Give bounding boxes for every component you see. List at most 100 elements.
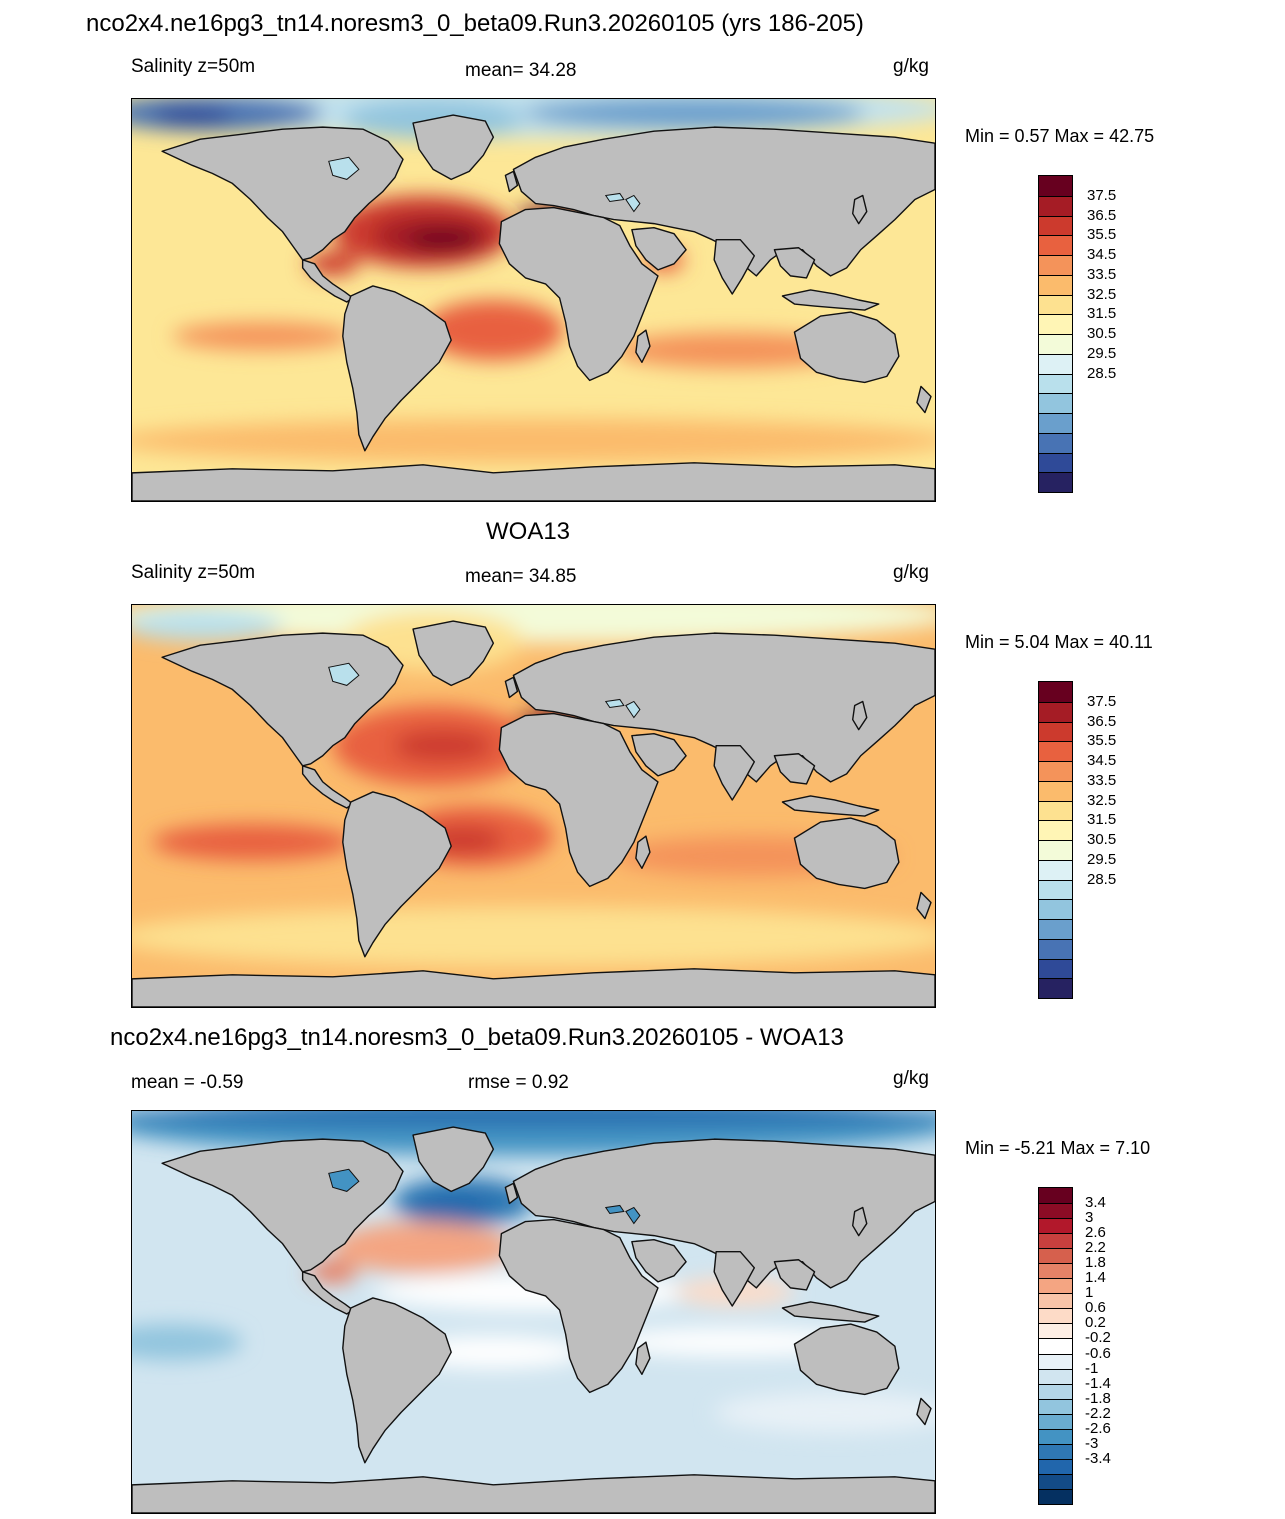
colorbar-swatch — [1039, 701, 1072, 722]
colorbar-swatch — [1039, 1473, 1072, 1489]
land-indonesia — [781, 289, 880, 311]
colorbar-tick-label: -1.4 — [1085, 1374, 1111, 1392]
land-southeast-asia — [773, 247, 816, 279]
colorbar-swatch — [1039, 899, 1072, 919]
colorbar-tick-label: 3 — [1085, 1209, 1094, 1227]
colorbar-swatch — [1039, 413, 1072, 433]
colorbar-tick-label: 1.8 — [1085, 1254, 1106, 1272]
panel1-map — [131, 98, 936, 502]
salinity-anomaly-region — [152, 824, 353, 861]
colorbar-swatch — [1039, 255, 1072, 275]
panel3-rmse-label: rmse = 0.92 — [468, 1072, 569, 1093]
land-madagascar — [635, 835, 651, 870]
salinity-anomaly-region — [132, 609, 283, 642]
inland-black-sea — [604, 698, 625, 709]
land-arabia — [631, 732, 687, 777]
salinity-anomaly-region — [523, 99, 865, 130]
colorbar-swatch — [1039, 958, 1072, 979]
colorbar-tick-label: 3.4 — [1085, 1194, 1106, 1212]
land-southeast-asia — [773, 753, 816, 785]
land-australia — [793, 817, 900, 890]
panel3-title: nco2x4.ne16pg3_tn14.noresm3_0_beta09.Run… — [110, 1024, 844, 1051]
colorbar-tick-label: 37.5 — [1087, 186, 1117, 204]
colorbar-tick-label: 32.5 — [1087, 791, 1117, 809]
colorbar-tick-label: 33.5 — [1087, 771, 1117, 789]
colorbar-swatch — [1039, 859, 1072, 880]
colorbar-tick-label: -2.2 — [1085, 1404, 1111, 1422]
land-new-zealand — [916, 385, 932, 414]
colorbar-swatch — [1039, 780, 1072, 801]
colorbar-swatch — [1039, 472, 1072, 492]
colorbar-tick-label: 1.4 — [1085, 1269, 1106, 1287]
salinity-anomaly-region — [132, 906, 935, 967]
colorbar-swatch — [1039, 334, 1072, 354]
land-indonesia — [781, 1301, 880, 1323]
land-india — [713, 238, 756, 295]
colorbar-tick-label: 2.6 — [1085, 1224, 1106, 1242]
colorbar-swatch — [1039, 682, 1072, 702]
inland-hudson-bay — [328, 1168, 360, 1192]
land-arabia — [631, 226, 687, 271]
colorbar-swatch — [1039, 1308, 1072, 1324]
land-australia — [793, 311, 900, 384]
colorbar-swatch — [1039, 1263, 1072, 1279]
panel1-units-label: g/kg — [893, 56, 929, 77]
colorbar-swatch — [1039, 195, 1072, 216]
colorbar-tick-label: -2.6 — [1085, 1419, 1111, 1437]
panel2-map — [131, 604, 936, 1008]
colorbar-swatch — [1039, 800, 1072, 821]
colorbar-swatch — [1039, 1368, 1072, 1384]
salinity-anomaly-region — [132, 418, 935, 463]
colorbar-swatch — [1039, 938, 1072, 959]
land-greenland — [412, 620, 495, 687]
colorbar-swatch — [1039, 1383, 1072, 1399]
colorbar-swatch — [1039, 919, 1072, 939]
colorbar-tick-label: 2.2 — [1085, 1239, 1106, 1257]
colorbar-swatch — [1039, 721, 1072, 742]
salinity-anomaly-region — [308, 1259, 357, 1284]
panel1-colorbar: 37.5 36.5 35.5 34.5 33.5 32.5 31.5 30.5 29.5 28.5 — [1038, 175, 1116, 493]
land-new-zealand — [916, 1397, 932, 1426]
colorbar-tick-label: -1.8 — [1085, 1389, 1111, 1407]
salinity-anomaly-region — [423, 300, 564, 361]
land-southeast-asia — [773, 1259, 816, 1291]
colorbar-swatch — [1039, 1443, 1072, 1459]
salinity-anomaly-region — [407, 229, 480, 250]
land-arabia — [631, 1238, 687, 1283]
colorbar-swatch — [1039, 1233, 1072, 1249]
salinity-anomaly-region — [152, 105, 233, 126]
colorbar-tick-label: 34.5 — [1087, 752, 1117, 769]
colorbar-swatch — [1039, 1488, 1072, 1504]
colorbar-swatch — [1039, 978, 1072, 998]
colorbar-tick-label: -0.2 — [1085, 1329, 1111, 1347]
colorbar-swatch — [1039, 294, 1072, 315]
colorbar-tick-label: -1 — [1085, 1359, 1099, 1377]
colorbar-swatch — [1039, 1188, 1072, 1204]
salinity-anomaly-region — [714, 1392, 935, 1433]
panel2-mean-label: mean= 34.85 — [465, 566, 577, 587]
colorbar-tick-label: 28.5 — [1087, 364, 1117, 382]
land-uk — [504, 170, 519, 193]
colorbar-tick-label: 31.5 — [1087, 305, 1117, 323]
land-greenland — [412, 1126, 495, 1193]
colorbar-tick-label: 36.5 — [1087, 206, 1117, 224]
inland-hudson-bay — [328, 662, 360, 686]
panel1-title: nco2x4.ne16pg3_tn14.noresm3_0_beta09.Run… — [86, 10, 864, 37]
colorbar-tick-label: 36.5 — [1087, 712, 1117, 730]
colorbar-swatch — [1039, 761, 1072, 781]
salinity-anomaly-region — [172, 322, 353, 351]
colorbar-swatch — [1039, 1338, 1072, 1354]
colorbar-swatch — [1039, 1428, 1072, 1444]
colorbar-swatch — [1039, 1413, 1072, 1429]
colorbar-swatch — [1039, 1458, 1072, 1474]
land-south-america — [342, 1297, 452, 1464]
colorbar-swatch — [1039, 432, 1072, 453]
colorbar-tick-label: 1 — [1085, 1284, 1094, 1302]
panel2-colorbar: 37.5 36.5 35.5 34.5 33.5 32.5 31.5 30.5 29.5 28.5 — [1038, 681, 1116, 999]
salinity-anomaly-region — [332, 1221, 514, 1274]
colorbar-tick-label: -3 — [1085, 1434, 1099, 1452]
land-south-america — [342, 285, 452, 452]
land-japan — [851, 1206, 868, 1237]
panel3-map — [131, 1110, 936, 1514]
inland-black-sea — [604, 192, 625, 203]
